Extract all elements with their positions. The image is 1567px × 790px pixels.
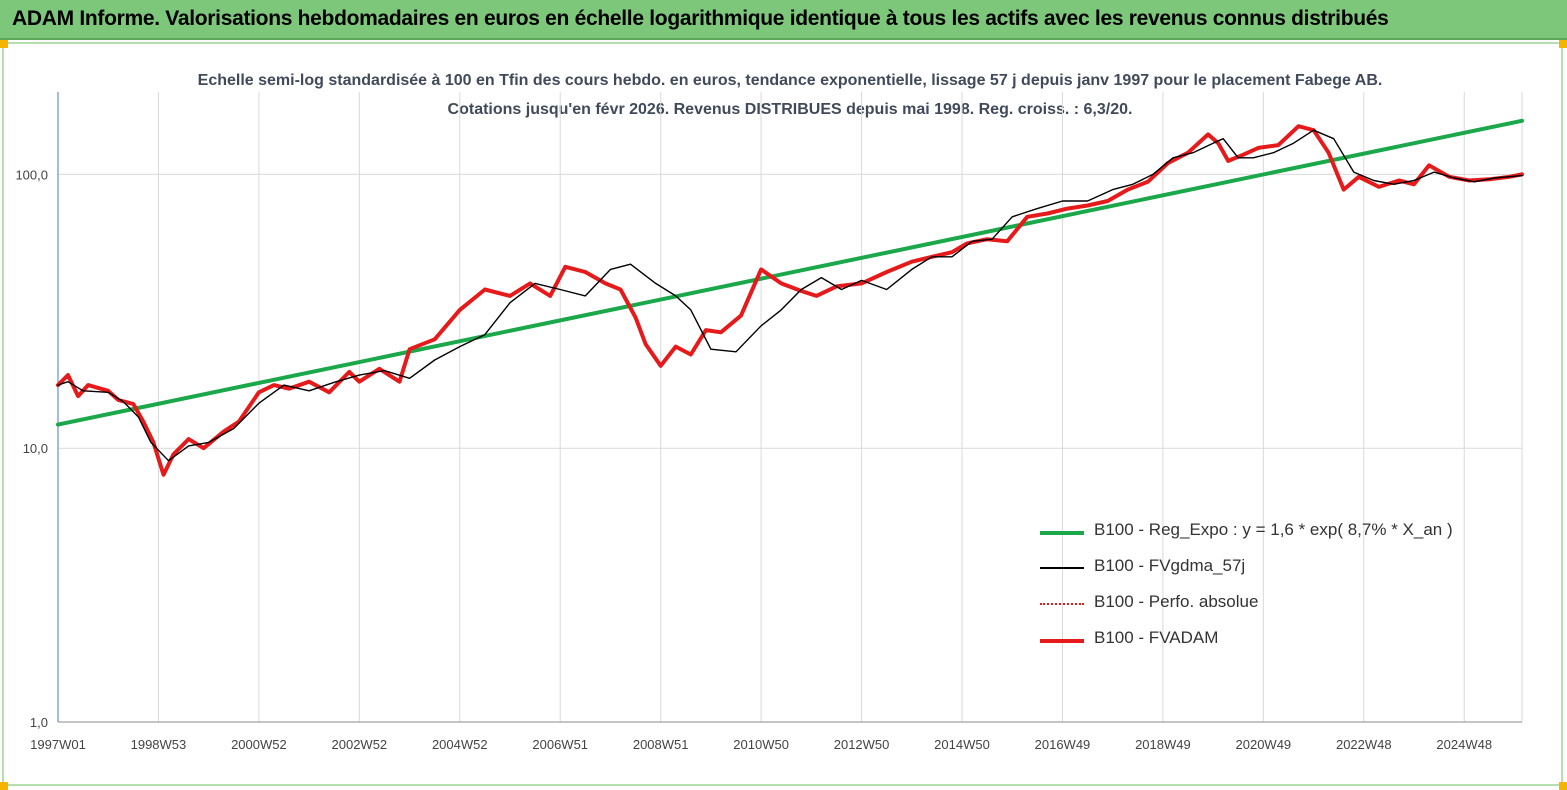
x-tick-label: 2000W52 [231, 737, 287, 752]
frame-corner-marker [0, 782, 8, 790]
x-tick-label: 2018W49 [1135, 737, 1191, 752]
legend-swatch [1040, 531, 1084, 535]
frame-corner-marker [1559, 40, 1567, 48]
x-tick-label: 2012W50 [834, 737, 890, 752]
legend-label: B100 - FVgdma_57j [1094, 556, 1246, 575]
frame-corner-marker [0, 40, 8, 48]
report-title: ADAM Informe. Valorisations hebdomadaire… [12, 7, 1389, 30]
legend-swatch [1040, 567, 1084, 569]
x-tick-label: 2020W49 [1236, 737, 1292, 752]
legend-label: B100 - FVADAM [1094, 628, 1219, 647]
y-tick-label: 100,0 [15, 167, 48, 182]
chart-frame [2, 42, 1563, 786]
x-tick-label: 2004W52 [432, 737, 488, 752]
x-tick-label: 2010W50 [733, 737, 789, 752]
x-tick-label: 1998W53 [131, 737, 187, 752]
legend-swatch [1040, 603, 1084, 605]
series-line-b100-reg-expo-y-1-6-exp-8-7-x-an [56, 118, 1524, 427]
chart-title: Echelle semi-log standardisée à 100 en T… [197, 72, 1383, 118]
x-tick-label: 2008W51 [633, 737, 689, 752]
legend-label: B100 - Perfo. absolue [1094, 592, 1259, 611]
x-tick-label: 2016W49 [1035, 737, 1091, 752]
x-tick-label: 2002W52 [332, 737, 388, 752]
y-tick-label: 10,0 [23, 441, 48, 456]
x-tick-label: 2022W48 [1336, 737, 1392, 752]
frame-corner-marker [1559, 782, 1567, 790]
x-tick-label: 2014W50 [934, 737, 990, 752]
report-banner: ADAM Informe. Valorisations hebdomadaire… [0, 0, 1567, 40]
series-line-b100-fvgdma-57j [57, 129, 1523, 462]
x-tick-label: 2006W51 [532, 737, 588, 752]
x-tick-label: 2024W48 [1436, 737, 1492, 752]
legend-swatch [1040, 639, 1084, 643]
y-tick-label: 1,0 [30, 715, 48, 730]
series-line-b100-fvadam [56, 124, 1524, 477]
x-tick-label: 1997W01 [30, 737, 86, 752]
legend-label: B100 - Reg_Expo : y = 1,6 * exp( 8,7% * … [1094, 520, 1453, 539]
